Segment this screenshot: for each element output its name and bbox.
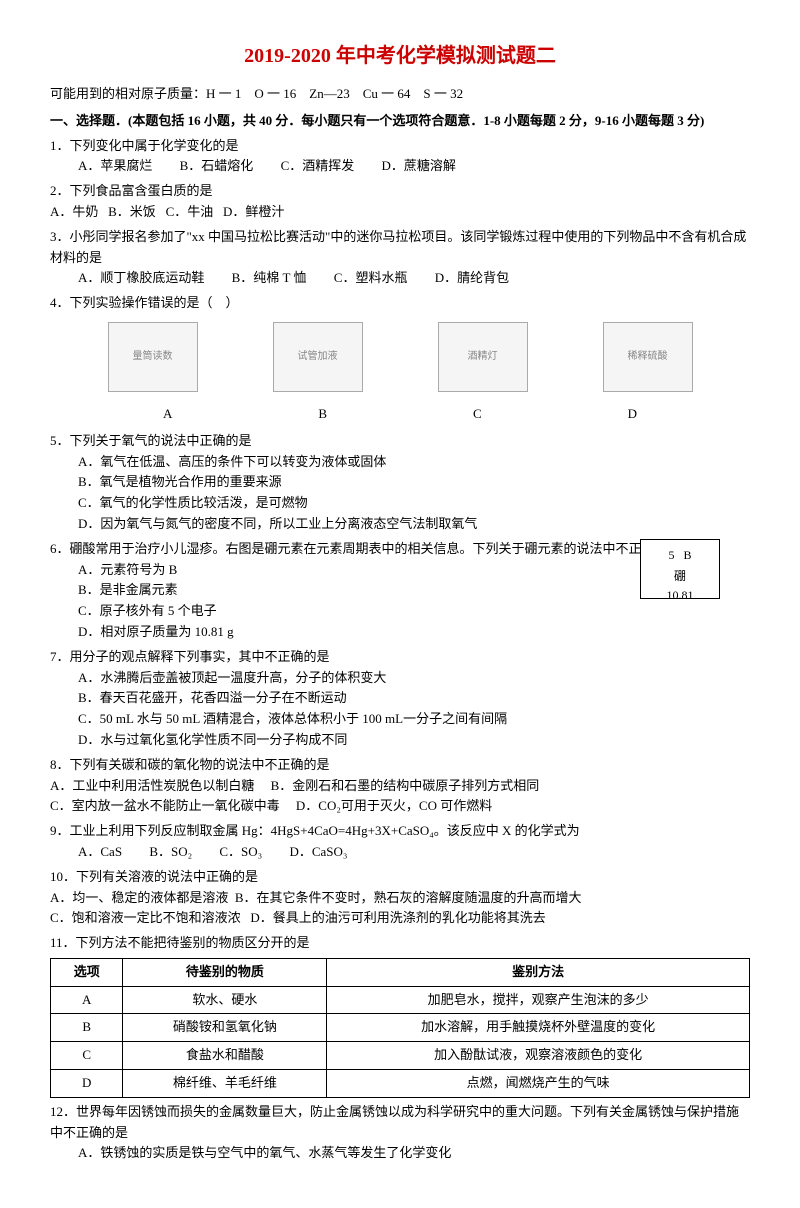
question-11: 11．下列方法不能把待鉴别的物质区分开的是 选项 待鉴别的物质 鉴别方法 A 软… [50, 933, 750, 1098]
q11-r1c2: 加水溶解，用手触摸烧杯外壁温度的变化 [327, 1014, 750, 1042]
q8-opt-b: B．金刚石和石墨的结构中碳原子排列方式相同 [271, 778, 540, 793]
q9-opt-c: C．SO₃ [219, 842, 262, 863]
table-row: B 硝酸铵和氢氧化钠 加水溶解，用手触摸烧杯外壁温度的变化 [51, 1014, 750, 1042]
q9-opt-d: D．CaSO₃ [289, 842, 347, 863]
question-5: 5．下列关于氧气的说法中正确的是 A．氧气在低温、高压的条件下可以转变为液体或固… [50, 431, 750, 535]
q10-opt-b: B．在其它条件不变时，熟石灰的溶解度随温度的升高而增大 [235, 890, 582, 905]
q11-th-0: 选项 [51, 958, 123, 986]
table-row: C 食盐水和醋酸 加入酚酞试液，观察溶液颜色的变化 [51, 1042, 750, 1070]
q3-opt-a: A．顺丁橡胶底运动鞋 [78, 268, 204, 289]
element-mass: 10.81 [647, 586, 713, 605]
q11-r2c0: C [51, 1042, 123, 1070]
table-row: A 软水、硬水 加肥皂水，搅拌，观察产生泡沫的多少 [51, 986, 750, 1014]
q11-r3c0: D [51, 1070, 123, 1098]
q1-opt-b: B．石蜡熔化 [180, 156, 254, 177]
q2-opt-b: B．米饭 [108, 204, 156, 219]
q5-opt-b: B．氧气是植物光合作用的重要来源 [78, 472, 750, 493]
q8-text: 8．下列有关碳和碳的氧化物的说法中不正确的是 [50, 757, 330, 772]
q9-text: 9．工业上利用下列反应制取金属 Hg：4HgS+4CaO=4Hg+3X+CaSO… [50, 823, 580, 838]
q11-r2c2: 加入酚酞试液，观察溶液颜色的变化 [327, 1042, 750, 1070]
q4-label-d: D [628, 404, 637, 425]
q12-opt-a: A．铁锈蚀的实质是铁与空气中的氧气、水蒸气等发生了化学变化 [78, 1143, 750, 1164]
atomic-mass-info: 可能用到的相对原子质量：H 一 1 O 一 16 Zn—23 Cu 一 64 S… [50, 84, 750, 105]
q2-text: 2．下列食品富含蛋白质的是 [50, 183, 213, 198]
q11-r0c1: 软水、硬水 [123, 986, 327, 1014]
q3-text: 3．小彤同学报名参加了"xx 中国马拉松比赛活动"中的迷你马拉松项目。该同学锻炼… [50, 229, 746, 265]
element-number: 5 [668, 548, 674, 562]
q4-img-a: 量筒读数 [108, 322, 198, 392]
q6-opt-d: D．相对原子质量为 10.81 g [78, 622, 750, 643]
element-name: 硼 [647, 567, 713, 586]
q11-th-2: 鉴别方法 [327, 958, 750, 986]
q4-img-d: 稀释硫酸 [603, 322, 693, 392]
question-12: 12．世界每年因锈蚀而损失的金属数量巨大，防止金属锈蚀以成为科学研究中的重大问题… [50, 1102, 750, 1164]
q3-opt-b: B．纯棉 T 恤 [232, 268, 307, 289]
q5-text: 5．下列关于氧气的说法中正确的是 [50, 433, 252, 448]
q9-opt-b: B．SO₂ [149, 842, 192, 863]
q8-opt-d: D．CO₂可用于灭火，CO 可作燃料 [296, 798, 492, 813]
q5-opt-a: A．氧气在低温、高压的条件下可以转变为液体或固体 [78, 452, 750, 473]
q2-opt-d: D．鲜橙汁 [223, 204, 284, 219]
q4-img-c: 酒精灯 [438, 322, 528, 392]
q3-opt-d: D．腈纶背包 [435, 268, 509, 289]
q11-r3c2: 点燃，闻燃烧产生的气味 [327, 1070, 750, 1098]
q3-opt-c: C．塑料水瓶 [334, 268, 408, 289]
q4-label-c: C [473, 404, 482, 425]
question-10: 10．下列有关溶液的说法中正确的是 A．均一、稳定的液体都是溶液 B．在其它条件… [50, 867, 750, 929]
q4-img-b: 试管加液 [273, 322, 363, 392]
q11-r0c2: 加肥皂水，搅拌，观察产生泡沫的多少 [327, 986, 750, 1014]
q12-text: 12．世界每年因锈蚀而损失的金属数量巨大，防止金属锈蚀以成为科学研究中的重大问题… [50, 1104, 739, 1140]
q11-r0c0: A [51, 986, 123, 1014]
q11-r1c1: 硝酸铵和氢氧化钠 [123, 1014, 327, 1042]
q4-label-a: A [163, 404, 172, 425]
section-1-header: 一、选择题．(本题包括 16 小题，共 40 分．每小题只有一个选项符合题意．1… [50, 111, 750, 132]
q10-opt-a: A．均一、稳定的液体都是溶液 [50, 890, 228, 905]
question-6: 6．硼酸常用于治疗小儿湿疹。右图是硼元素在元素周期表中的相关信息。下列关于硼元素… [50, 539, 750, 643]
element-box: 5 B 硼 10.81 [640, 539, 720, 599]
question-2: 2．下列食品富含蛋白质的是 A．牛奶 B．米饭 C．牛油 D．鲜橙汁 [50, 181, 750, 223]
q2-opt-a: A．牛奶 [50, 204, 98, 219]
q4-label-b: B [318, 404, 327, 425]
q6-text: 6．硼酸常用于治疗小儿湿疹。右图是硼元素在元素周期表中的相关信息。下列关于硼元素… [50, 541, 681, 556]
question-8: 8．下列有关碳和碳的氧化物的说法中不正确的是 A．工业中利用活性炭脱色以制白糖 … [50, 755, 750, 817]
q6-opt-a: A．元素符号为 B [78, 560, 258, 581]
table-row: D 棉纤维、羊毛纤维 点燃，闻燃烧产生的气味 [51, 1070, 750, 1098]
q11-r2c1: 食盐水和醋酸 [123, 1042, 327, 1070]
q10-opt-c: C．饱和溶液一定比不饱和溶液浓 [50, 910, 241, 925]
element-symbol: B [683, 548, 691, 562]
q1-opt-c: C．酒精挥发 [281, 156, 355, 177]
q9-opt-a: A．CaS [78, 842, 122, 863]
q8-opt-c: C．室内放一盆水不能防止一氧化碳中毒 [50, 798, 280, 813]
q11-text: 11．下列方法不能把待鉴别的物质区分开的是 [50, 935, 310, 950]
q7-text: 7．用分子的观点解释下列事实，其中不正确的是 [50, 649, 330, 664]
q2-opt-c: C．牛油 [166, 204, 214, 219]
page-title: 2019-2020 年中考化学模拟测试题二 [50, 40, 750, 72]
question-9: 9．工业上利用下列反应制取金属 Hg：4HgS+4CaO=4Hg+3X+CaSO… [50, 821, 750, 863]
q7-opt-c: C．50 mL 水与 50 mL 酒精混合，液体总体积小于 100 mL一分子之… [78, 709, 750, 730]
q7-opt-a: A．水沸腾后壶盖被顶起一温度升高，分子的体积变大 [78, 668, 750, 689]
q11-th-1: 待鉴别的物质 [123, 958, 327, 986]
q11-r3c1: 棉纤维、羊毛纤维 [123, 1070, 327, 1098]
q7-opt-d: D．水与过氧化氢化学性质不同一分子构成不同 [78, 730, 750, 751]
q1-opt-d: D．蔗糖溶解 [381, 156, 455, 177]
q4-text: 4．下列实验操作错误的是（ ） [50, 295, 239, 310]
q5-opt-c: C．氧气的化学性质比较活泼，是可燃物 [78, 493, 750, 514]
q10-text: 10．下列有关溶液的说法中正确的是 [50, 869, 258, 884]
question-3: 3．小彤同学报名参加了"xx 中国马拉松比赛活动"中的迷你马拉松项目。该同学锻炼… [50, 227, 750, 289]
q7-opt-b: B．春天百花盛开，花香四溢一分子在不断运动 [78, 688, 750, 709]
question-1: 1．下列变化中属于化学变化的是 A．苹果腐烂 B．石蜡熔化 C．酒精挥发 D．蔗… [50, 136, 750, 178]
question-4: 4．下列实验操作错误的是（ ） 量筒读数 试管加液 酒精灯 稀释硫酸 A B C… [50, 293, 750, 425]
q5-opt-d: D．因为氧气与氮气的密度不同，所以工业上分离液态空气法制取氧气 [78, 514, 750, 535]
q6-opt-c: C．原子核外有 5 个电子 [78, 601, 258, 622]
q1-text: 1．下列变化中属于化学变化的是 [50, 138, 239, 153]
q1-opt-a: A．苹果腐烂 [78, 156, 152, 177]
q11-table: 选项 待鉴别的物质 鉴别方法 A 软水、硬水 加肥皂水，搅拌，观察产生泡沫的多少… [50, 958, 750, 1098]
question-7: 7．用分子的观点解释下列事实，其中不正确的是 A．水沸腾后壶盖被顶起一温度升高，… [50, 647, 750, 751]
q10-opt-d: D．餐具上的油污可利用洗涤剂的乳化功能将其洗去 [250, 910, 545, 925]
q11-r1c0: B [51, 1014, 123, 1042]
q8-opt-a: A．工业中利用活性炭脱色以制白糖 [50, 778, 254, 793]
